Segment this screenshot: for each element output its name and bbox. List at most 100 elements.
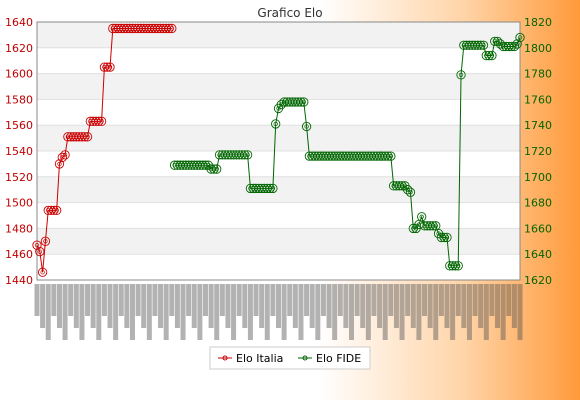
- y-right-tick-label: 1700: [524, 171, 552, 184]
- grid-band: [37, 73, 520, 100]
- x-tick-label-mark: [90, 284, 96, 328]
- x-tick-label-mark: [141, 284, 147, 328]
- data-point: [386, 151, 396, 161]
- series-elo-fide: [169, 32, 525, 271]
- legend-box: [209, 346, 371, 370]
- x-tick-label-mark: [96, 284, 102, 340]
- data-point: [394, 181, 404, 191]
- data-point: [198, 160, 208, 170]
- data-point: [212, 164, 222, 174]
- data-point: [102, 62, 112, 72]
- data-point: [425, 221, 435, 231]
- data-point-inner: [517, 35, 523, 40]
- x-tick-label-mark: [337, 284, 343, 316]
- x-tick-label-mark: [354, 284, 360, 316]
- x-tick-label-mark: [489, 284, 495, 316]
- x-tick-label-mark: [472, 284, 478, 316]
- data-point: [54, 159, 65, 169]
- data-point: [481, 50, 491, 61]
- data-point-inner: [419, 214, 424, 219]
- x-tick-label-mark: [326, 284, 332, 328]
- x-tick-label-mark: [506, 284, 512, 316]
- x-tick-label-mark: [219, 284, 225, 316]
- data-point-inner: [405, 187, 410, 192]
- x-tick-label-mark: [478, 284, 484, 328]
- y-right-tick-label: 1660: [524, 222, 552, 235]
- legend-label: Elo Italia: [236, 352, 283, 365]
- x-tick-label-mark: [264, 284, 270, 340]
- x-tick-label-mark: [377, 284, 383, 328]
- data-point-inner: [43, 239, 48, 244]
- data-point-inner: [214, 166, 219, 172]
- data-point: [37, 267, 48, 277]
- x-tick-label-mark: [309, 284, 315, 328]
- data-point-inner: [54, 208, 59, 213]
- data-point: [383, 151, 393, 161]
- x-tick-label-mark: [79, 284, 85, 340]
- data-point: [453, 261, 463, 271]
- data-point-inner: [408, 190, 413, 195]
- y-left-tick-label: 1640: [5, 16, 33, 29]
- x-tick-label-mark: [371, 284, 377, 316]
- x-tick-label-mark: [73, 284, 79, 328]
- y-right-tick-label: 1680: [524, 197, 552, 210]
- data-point-inner: [512, 44, 517, 49]
- data-point: [436, 232, 447, 243]
- x-tick-label-mark: [416, 284, 422, 340]
- data-point: [80, 132, 90, 142]
- x-tick-label-mark: [281, 284, 287, 340]
- x-tick-label-mark: [124, 284, 130, 328]
- x-tick-label-mark: [511, 284, 517, 328]
- data-point: [439, 232, 449, 243]
- x-tick-label-mark: [68, 284, 74, 316]
- x-tick-label-mark: [332, 284, 338, 340]
- x-tick-label-mark: [365, 284, 371, 340]
- x-tick-label-mark: [174, 284, 180, 328]
- data-point: [60, 150, 70, 160]
- x-tick-label-mark: [495, 284, 501, 328]
- x-tick-label-mark: [45, 284, 51, 340]
- data-point-inner: [433, 223, 438, 228]
- data-point: [506, 41, 517, 52]
- data-point: [515, 32, 525, 43]
- x-tick-label-mark: [202, 284, 208, 316]
- data-point-inner: [107, 64, 113, 70]
- data-point: [91, 116, 101, 126]
- x-tick-label-mark: [360, 284, 366, 328]
- data-point: [296, 97, 306, 107]
- x-tick-label-mark: [101, 284, 107, 316]
- legend-label: Elo FIDE: [316, 352, 361, 365]
- y-right-tick-label: 1620: [524, 274, 552, 287]
- data-point-inner: [273, 121, 278, 127]
- x-tick-label-mark: [253, 284, 259, 316]
- y-left-ticks: 1440 1460 1480 1500 1520 1540 1560 1580 1600 1620…: [5, 16, 33, 287]
- data-point-inner: [169, 26, 174, 31]
- x-tick-label-mark: [292, 284, 298, 328]
- y-right-tick-label: 1780: [524, 68, 552, 81]
- x-tick-label-mark: [455, 284, 461, 316]
- data-point: [403, 185, 413, 195]
- data-point: [504, 41, 514, 52]
- data-point-inner: [34, 243, 40, 248]
- data-point: [417, 212, 427, 222]
- data-point: [512, 39, 522, 49]
- data-point: [161, 23, 171, 34]
- data-point: [484, 50, 494, 61]
- data-point-inner: [388, 154, 393, 159]
- data-point: [276, 99, 286, 110]
- x-tick-label-mark: [247, 284, 253, 340]
- x-tick-label-mark: [450, 284, 456, 340]
- data-point: [164, 23, 174, 34]
- y-left-tick-label: 1540: [5, 145, 33, 158]
- plot-border: [36, 21, 521, 281]
- x-tick-label-mark: [483, 284, 489, 340]
- data-point: [32, 240, 42, 250]
- data-point: [476, 40, 486, 50]
- data-point: [52, 205, 62, 215]
- data-point: [478, 40, 489, 50]
- x-tick-label-mark: [158, 284, 164, 328]
- x-tick-label-mark: [191, 284, 197, 328]
- x-tick-label-mark: [225, 284, 231, 328]
- legend-marker: [302, 355, 308, 361]
- x-tick-label-mark: [56, 284, 62, 328]
